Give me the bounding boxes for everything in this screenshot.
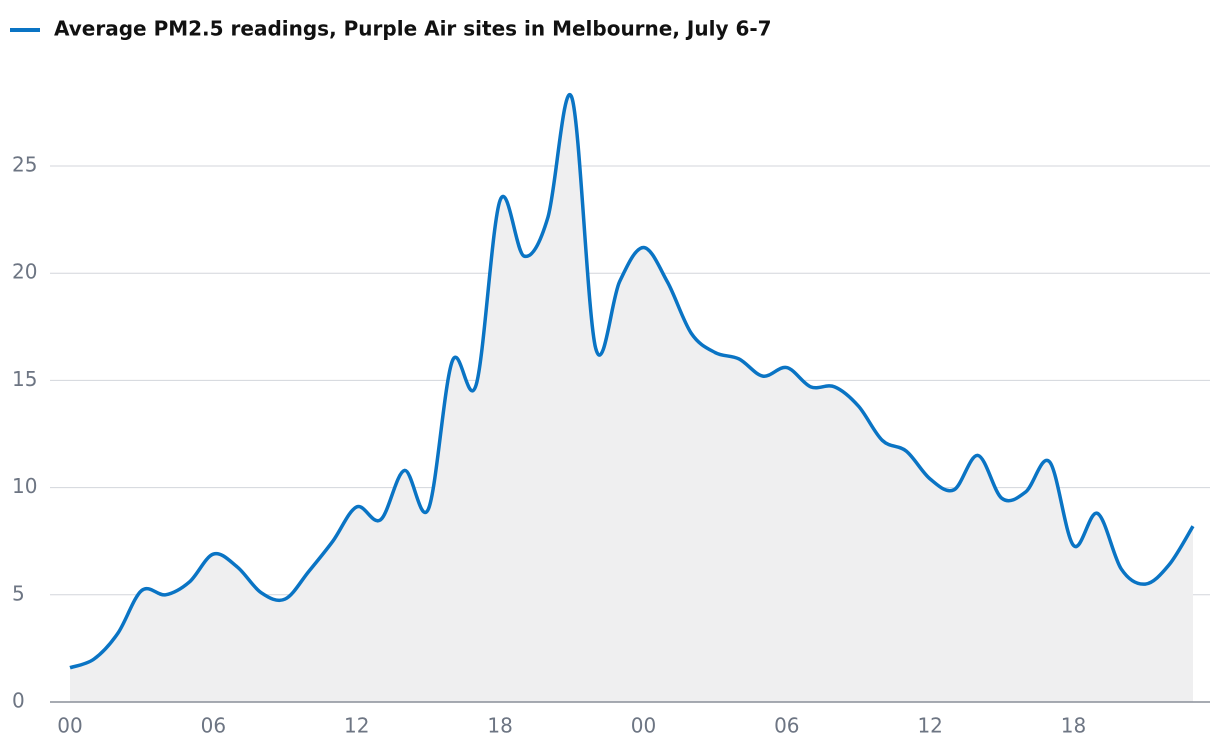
x-tick-label: 00 [57, 714, 82, 738]
y-tick-label: 15 [12, 367, 37, 391]
x-tick-label: 12 [344, 714, 369, 738]
x-tick-label: 18 [487, 714, 512, 738]
x-tick-label: 12 [917, 714, 942, 738]
y-tick-label: 5 [12, 581, 25, 605]
legend-label: Average PM2.5 readings, Purple Air sites… [54, 17, 772, 41]
y-tick-label: 20 [12, 260, 37, 284]
x-tick-label: 06 [201, 714, 226, 738]
x-tick-label: 00 [631, 714, 656, 738]
area-fill [70, 94, 1193, 702]
y-tick-label: 10 [12, 474, 37, 498]
y-tick-label: 0 [12, 689, 25, 713]
x-tick-label: 06 [774, 714, 799, 738]
line [69, 92, 1195, 670]
y-tick-label: 25 [12, 153, 37, 177]
x-tick-label: 18 [1061, 714, 1086, 738]
